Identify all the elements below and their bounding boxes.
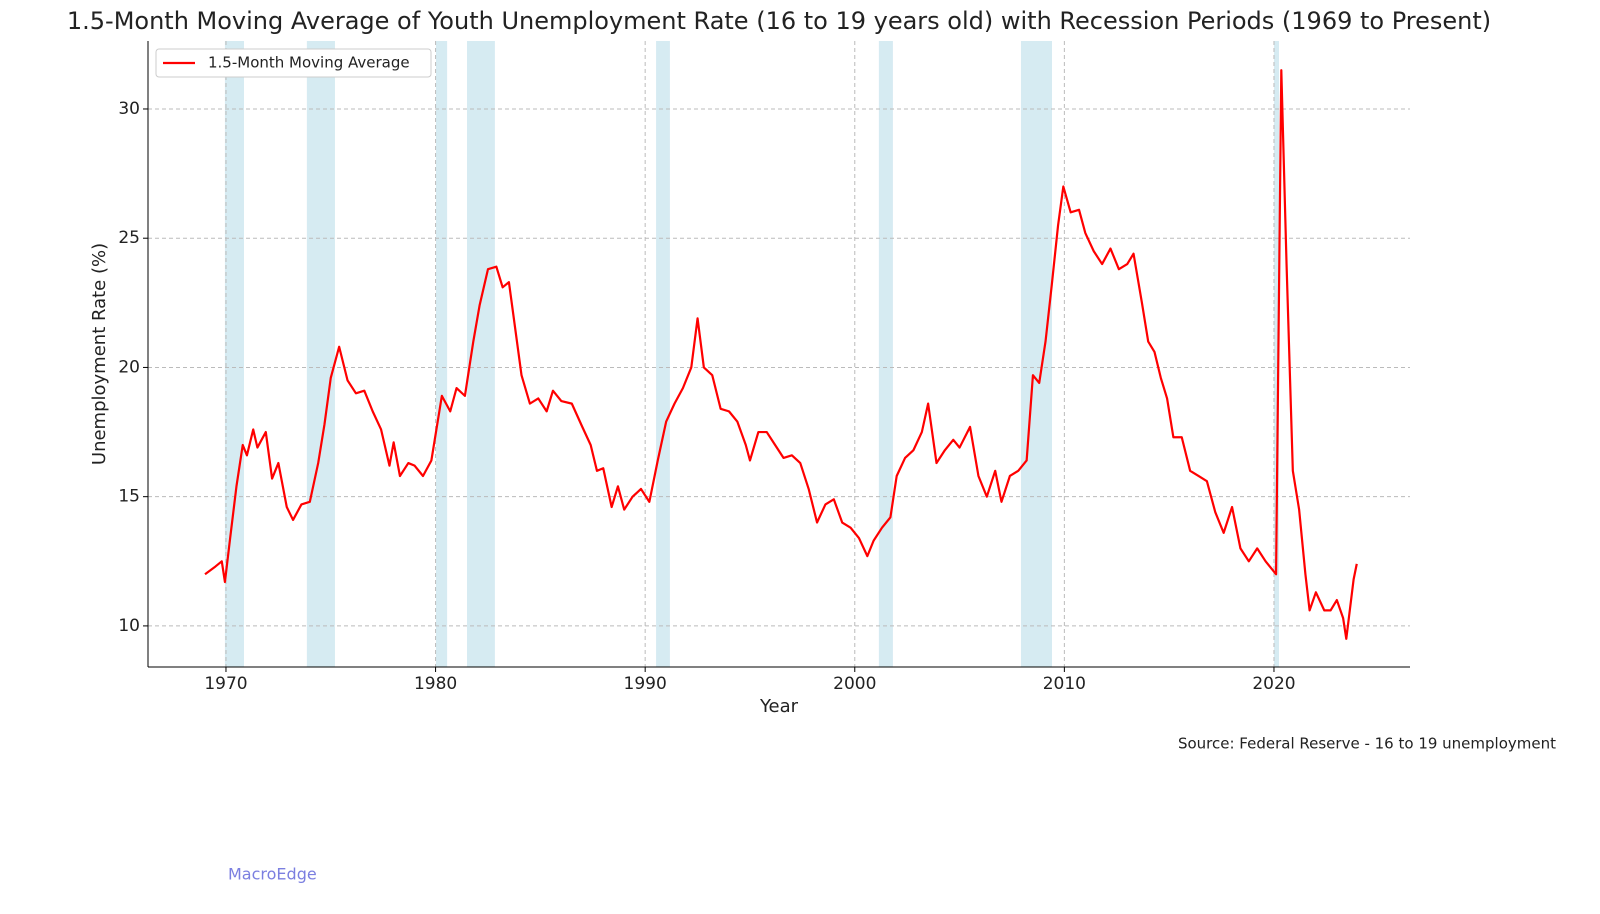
x-tick-label: 1980 [414, 674, 457, 694]
x-tick-label: 2020 [1252, 674, 1295, 694]
legend-box [155, 48, 432, 78]
recession-band [878, 41, 893, 667]
recession-band [224, 41, 244, 667]
y-axis-label: Unemployment Rate (%) [89, 243, 110, 465]
y-tick-label: 20 [118, 357, 140, 377]
data-line [204, 69, 1358, 640]
recession-band [435, 41, 448, 667]
recession-band [1020, 41, 1053, 667]
chart-title: 1.5-Month Moving Average of Youth Unempl… [67, 7, 1491, 35]
watermark: MacroEdge [228, 865, 317, 884]
x-tick-label: 2010 [1043, 674, 1086, 694]
y-tick-label: 25 [118, 228, 140, 248]
x-tick-label: 2000 [833, 674, 876, 694]
source-note: Source: Federal Reserve - 16 to 19 unemp… [1178, 735, 1556, 753]
recession-band [306, 41, 335, 667]
x-axis-label: Year [759, 696, 799, 717]
y-tick-label: 10 [118, 616, 140, 636]
legend: 1.5-Month Moving Average [155, 48, 432, 78]
recession-band [1273, 41, 1280, 667]
recession-band [656, 41, 670, 667]
x-tick-label: 1970 [204, 674, 247, 694]
y-tick-label: 30 [118, 99, 140, 119]
x-tick-label: 1990 [624, 674, 667, 694]
y-tick-label: 15 [118, 487, 140, 507]
legend-label: 1.5-Month Moving Average [208, 54, 410, 72]
